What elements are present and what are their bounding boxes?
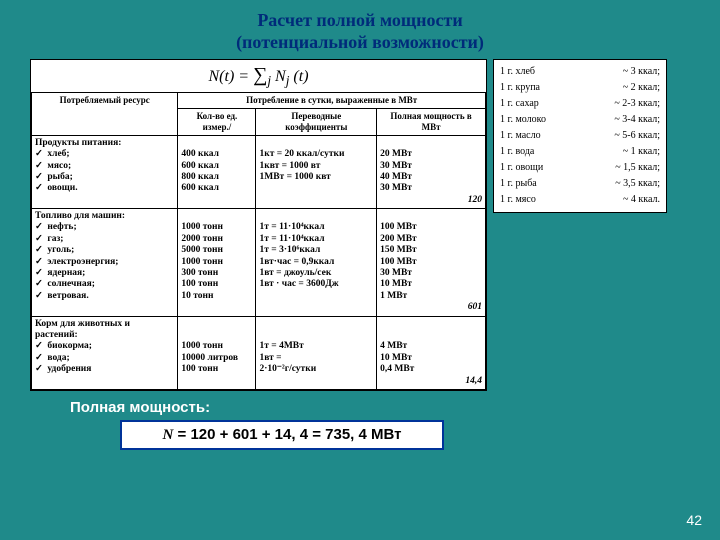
section2-row: Топливо для машин: ✓ нефть; ✓ газ; ✓ уго…	[32, 209, 486, 317]
section3-title: Корм для животных и растений: ✓ биокорма…	[32, 316, 178, 389]
side-row: 1 г. молоко~ 3-4 ккал;	[500, 112, 660, 128]
side-table: 1 г. хлеб~ 3 ккал; 1 г. крупа~ 2 ккал; 1…	[493, 59, 667, 213]
section3-power: 4 МВт 10 МВт 0,4 МВт 14,4	[377, 316, 486, 389]
slide-title: Расчет полной мощности (потенциальной во…	[30, 10, 690, 53]
section1-row: Продукты питания: ✓ хлеб; ✓ мясо; ✓ рыба…	[32, 135, 486, 208]
section2-power: 100 МВт 200 МВт 150 МВт 100 МВт 30 МВт 1…	[377, 209, 486, 317]
side-row: 1 г. рыба~ 3,5 ккал;	[500, 176, 660, 192]
title-line2: (потенциальной возможности)	[236, 32, 484, 52]
side-row: 1 г. мясо~ 4 ккал.	[500, 192, 660, 208]
col0-header: Потребляемый ресурс	[32, 93, 178, 135]
section1-title: Продукты питания: ✓ хлеб; ✓ мясо; ✓ рыба…	[32, 135, 178, 208]
section1-qty: 400 ккал 600 ккал 800 ккал 600 ккал	[178, 135, 256, 208]
formula: N(t) = ∑j Nj (t)	[31, 60, 486, 92]
data-table: Потребляемый ресурс Потребление в сутки,…	[31, 92, 486, 390]
section2-title: Топливо для машин: ✓ нефть; ✓ газ; ✓ уго…	[32, 209, 178, 317]
content-row: N(t) = ∑j Nj (t) Потребляемый ресурс Пот…	[30, 59, 690, 391]
page-number: 42	[686, 512, 702, 528]
side-row: 1 г. овощи~ 1,5 ккал;	[500, 160, 660, 176]
section3-qty: 1000 тонн 10000 литров 100 тонн	[178, 316, 256, 389]
section3-conv: 1т = 4МВт 1вт = 2·10⁻²г/сутки	[256, 316, 377, 389]
section1-conv: 1кт = 20 ккал/сутки 1квт = 1000 вт 1МВт …	[256, 135, 377, 208]
side-row: 1 г. крупа~ 2 ккал;	[500, 80, 660, 96]
title-line1: Расчет полной мощности	[257, 10, 462, 30]
side-row: 1 г. масло~ 5-6 ккал;	[500, 128, 660, 144]
section2-conv: 1т = 11·10⁴ккал 1т = 11·10⁴ккал 1т = 3·1…	[256, 209, 377, 317]
side-row: 1 г. хлеб~ 3 ккал;	[500, 64, 660, 80]
main-table: N(t) = ∑j Nj (t) Потребляемый ресурс Пот…	[30, 59, 487, 391]
slide: Расчет полной мощности (потенциальной во…	[0, 0, 720, 540]
col3-header: Полная мощность в МВт	[377, 109, 486, 136]
section2-qty: 1000 тонн 2000 тонн 5000 тонн 1000 тонн …	[178, 209, 256, 317]
col1-header: Кол-во ед. измер./	[178, 109, 256, 136]
side-row: 1 г. вода~ 1 ккал;	[500, 144, 660, 160]
footer-formula-box: N = 120 + 601 + 14, 4 = 735, 4 МВт	[120, 420, 444, 450]
footer-label: Полная мощность:	[70, 399, 690, 416]
footer-formula-text: = 120 + 601 + 14, 4 = 735, 4 МВт	[178, 426, 402, 443]
section1-power: 20 МВт 30 МВт 40 МВт 30 МВт 120	[377, 135, 486, 208]
side-row: 1 г. сахар~ 2-3 ккал;	[500, 96, 660, 112]
merged-header: Потребление в сутки, выраженные в МВт	[178, 93, 486, 109]
header-merged-row: Потребляемый ресурс Потребление в сутки,…	[32, 93, 486, 109]
col2-header: Переводные коэффициенты	[256, 109, 377, 136]
section3-row: Корм для животных и растений: ✓ биокорма…	[32, 316, 486, 389]
